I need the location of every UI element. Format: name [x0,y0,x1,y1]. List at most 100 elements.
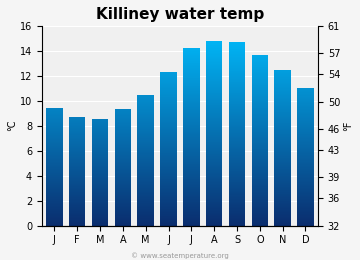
Bar [138,113,154,114]
Bar [206,68,222,69]
Bar [206,112,222,113]
Bar [160,117,177,118]
Bar [206,179,222,180]
Bar [183,170,199,171]
Bar [114,114,131,115]
Bar [206,208,222,209]
Bar [229,191,245,192]
Bar [297,131,314,132]
Bar [69,207,85,208]
Bar [206,138,222,139]
Bar [160,194,177,195]
Bar [229,154,245,155]
Bar [92,182,108,183]
Bar [206,111,222,112]
Bar [274,189,291,190]
Bar [160,72,177,73]
Bar [114,125,131,126]
Bar [69,172,85,173]
Bar [69,162,85,163]
Bar [92,128,108,129]
Bar [274,90,291,91]
Bar [274,223,291,224]
Bar [160,91,177,92]
Bar [229,122,245,123]
Bar [297,202,314,203]
Bar [274,193,291,194]
Bar [229,98,245,99]
Bar [274,215,291,216]
Bar [160,150,177,151]
Bar [138,116,154,117]
Bar [114,130,131,131]
Bar [297,133,314,134]
Bar [160,211,177,212]
Bar [183,120,199,121]
Bar [160,163,177,164]
Bar [46,139,63,140]
Bar [160,152,177,153]
Bar [206,216,222,217]
Bar [46,109,63,110]
Bar [252,187,268,188]
Bar [274,96,291,97]
Bar [138,139,154,140]
Bar [160,112,177,113]
Bar [183,113,199,114]
Bar [229,58,245,60]
Bar [138,178,154,179]
Bar [206,209,222,210]
Bar [274,73,291,74]
Bar [114,192,131,193]
Bar [252,86,268,87]
Bar [206,44,222,45]
Bar [274,211,291,212]
Bar [252,178,268,179]
Bar [92,136,108,137]
Bar [229,216,245,217]
Bar [297,148,314,149]
Bar [92,194,108,195]
Bar [183,88,199,89]
Bar [138,107,154,108]
Bar [114,164,131,165]
Bar [92,193,108,194]
Bar [138,128,154,129]
Bar [183,126,199,127]
Bar [160,88,177,89]
Bar [160,133,177,134]
Bar [206,212,222,213]
Bar [274,209,291,210]
Bar [274,108,291,109]
Bar [183,63,199,64]
Bar [252,118,268,119]
Bar [138,179,154,180]
Bar [160,216,177,217]
Bar [297,136,314,137]
Bar [160,140,177,141]
Bar [252,110,268,111]
Bar [252,88,268,89]
Bar [183,65,199,66]
Bar [206,95,222,96]
Bar [252,216,268,217]
Bar [297,95,314,96]
Bar [206,211,222,212]
Bar [274,74,291,75]
Bar [92,198,108,199]
Bar [252,93,268,94]
Bar [160,134,177,135]
Bar [69,169,85,170]
Bar [206,110,222,111]
Bar [114,113,131,114]
Bar [229,99,245,100]
Bar [229,160,245,161]
Bar [297,212,314,213]
Bar [274,151,291,152]
Bar [183,77,199,79]
Bar [138,205,154,206]
Bar [229,55,245,56]
Bar [297,154,314,155]
Bar [252,147,268,148]
Bar [46,196,63,197]
